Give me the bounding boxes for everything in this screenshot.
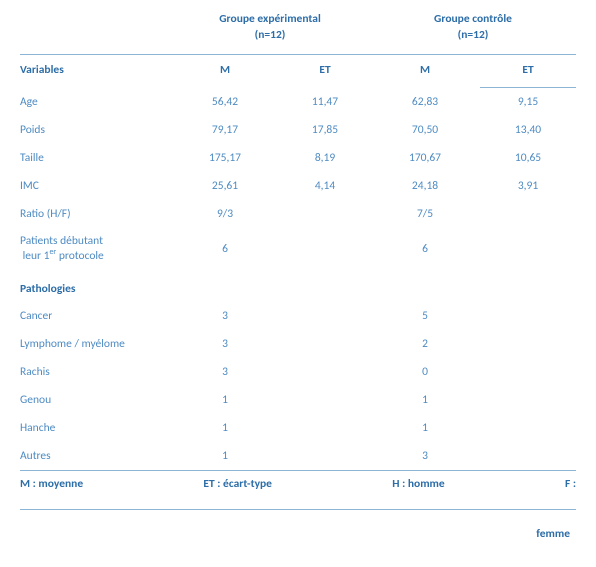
legend-et: ET : écart-type — [203, 477, 272, 491]
group-exp-n: (n=12) — [170, 28, 370, 55]
legend-f: F : — [565, 477, 576, 491]
table-row-debutant: Patients débutant leur 1er protocole 6 6 — [20, 228, 576, 270]
table-row: Taille 175,17 8,19 170,67 10,65 — [20, 144, 576, 172]
stats-table: Groupe expérimental Groupe contrôle (n=1… — [20, 12, 576, 471]
table-row-ratio: Ratio (H/F) 9/3 7/5 — [20, 200, 576, 228]
table-row: IMC 25,61 4,14 24,18 3,91 — [20, 172, 576, 200]
col-et-exp: ET — [280, 55, 370, 88]
cell-m2: 62,83 — [370, 88, 480, 117]
table-row: Lymphome / myélome 3 2 — [20, 330, 576, 358]
legend-h: H : homme — [392, 477, 444, 491]
legend-row: M : moyenne ET : écart-type H : homme F … — [20, 471, 576, 491]
cell-et2: 9,15 — [480, 88, 576, 117]
section-pathologies: Pathologies — [20, 270, 576, 302]
table-row: Poids 79,17 17,85 70,50 13,40 — [20, 116, 576, 144]
group-exp-title: Groupe expérimental — [170, 12, 370, 28]
debutant-label: Patients débutant leur 1er protocole — [20, 228, 170, 270]
group-ctrl-n: (n=12) — [370, 28, 576, 55]
stats-table-page: Groupe expérimental Groupe contrôle (n=1… — [0, 0, 596, 567]
table-row: Age 56,42 11,47 62,83 9,15 — [20, 88, 576, 117]
table-row: Genou 1 1 — [20, 386, 576, 414]
group-ctrl-title: Groupe contrôle — [370, 12, 576, 28]
end-rule — [20, 509, 576, 510]
col-m-ctrl: M — [370, 55, 480, 88]
col-et-ctrl: ET — [480, 55, 576, 88]
col-variables: Variables — [20, 55, 170, 88]
cell-label: Age — [20, 88, 170, 117]
cell-m1: 56,42 — [170, 88, 280, 117]
cell-et1: 11,47 — [280, 88, 370, 117]
group-n-row: (n=12) (n=12) — [20, 28, 576, 55]
column-header-row: Variables M ET M ET — [20, 55, 576, 88]
table-row: Rachis 3 0 — [20, 358, 576, 386]
legend-femme: femme — [536, 527, 570, 541]
col-m-exp: M — [170, 55, 280, 88]
legend-m: M : moyenne — [20, 477, 83, 491]
table-row: Cancer 3 5 — [20, 302, 576, 330]
table-row: Hanche 1 1 — [20, 414, 576, 442]
table-row: Autres 1 3 — [20, 442, 576, 471]
group-header-row: Groupe expérimental Groupe contrôle — [20, 12, 576, 28]
